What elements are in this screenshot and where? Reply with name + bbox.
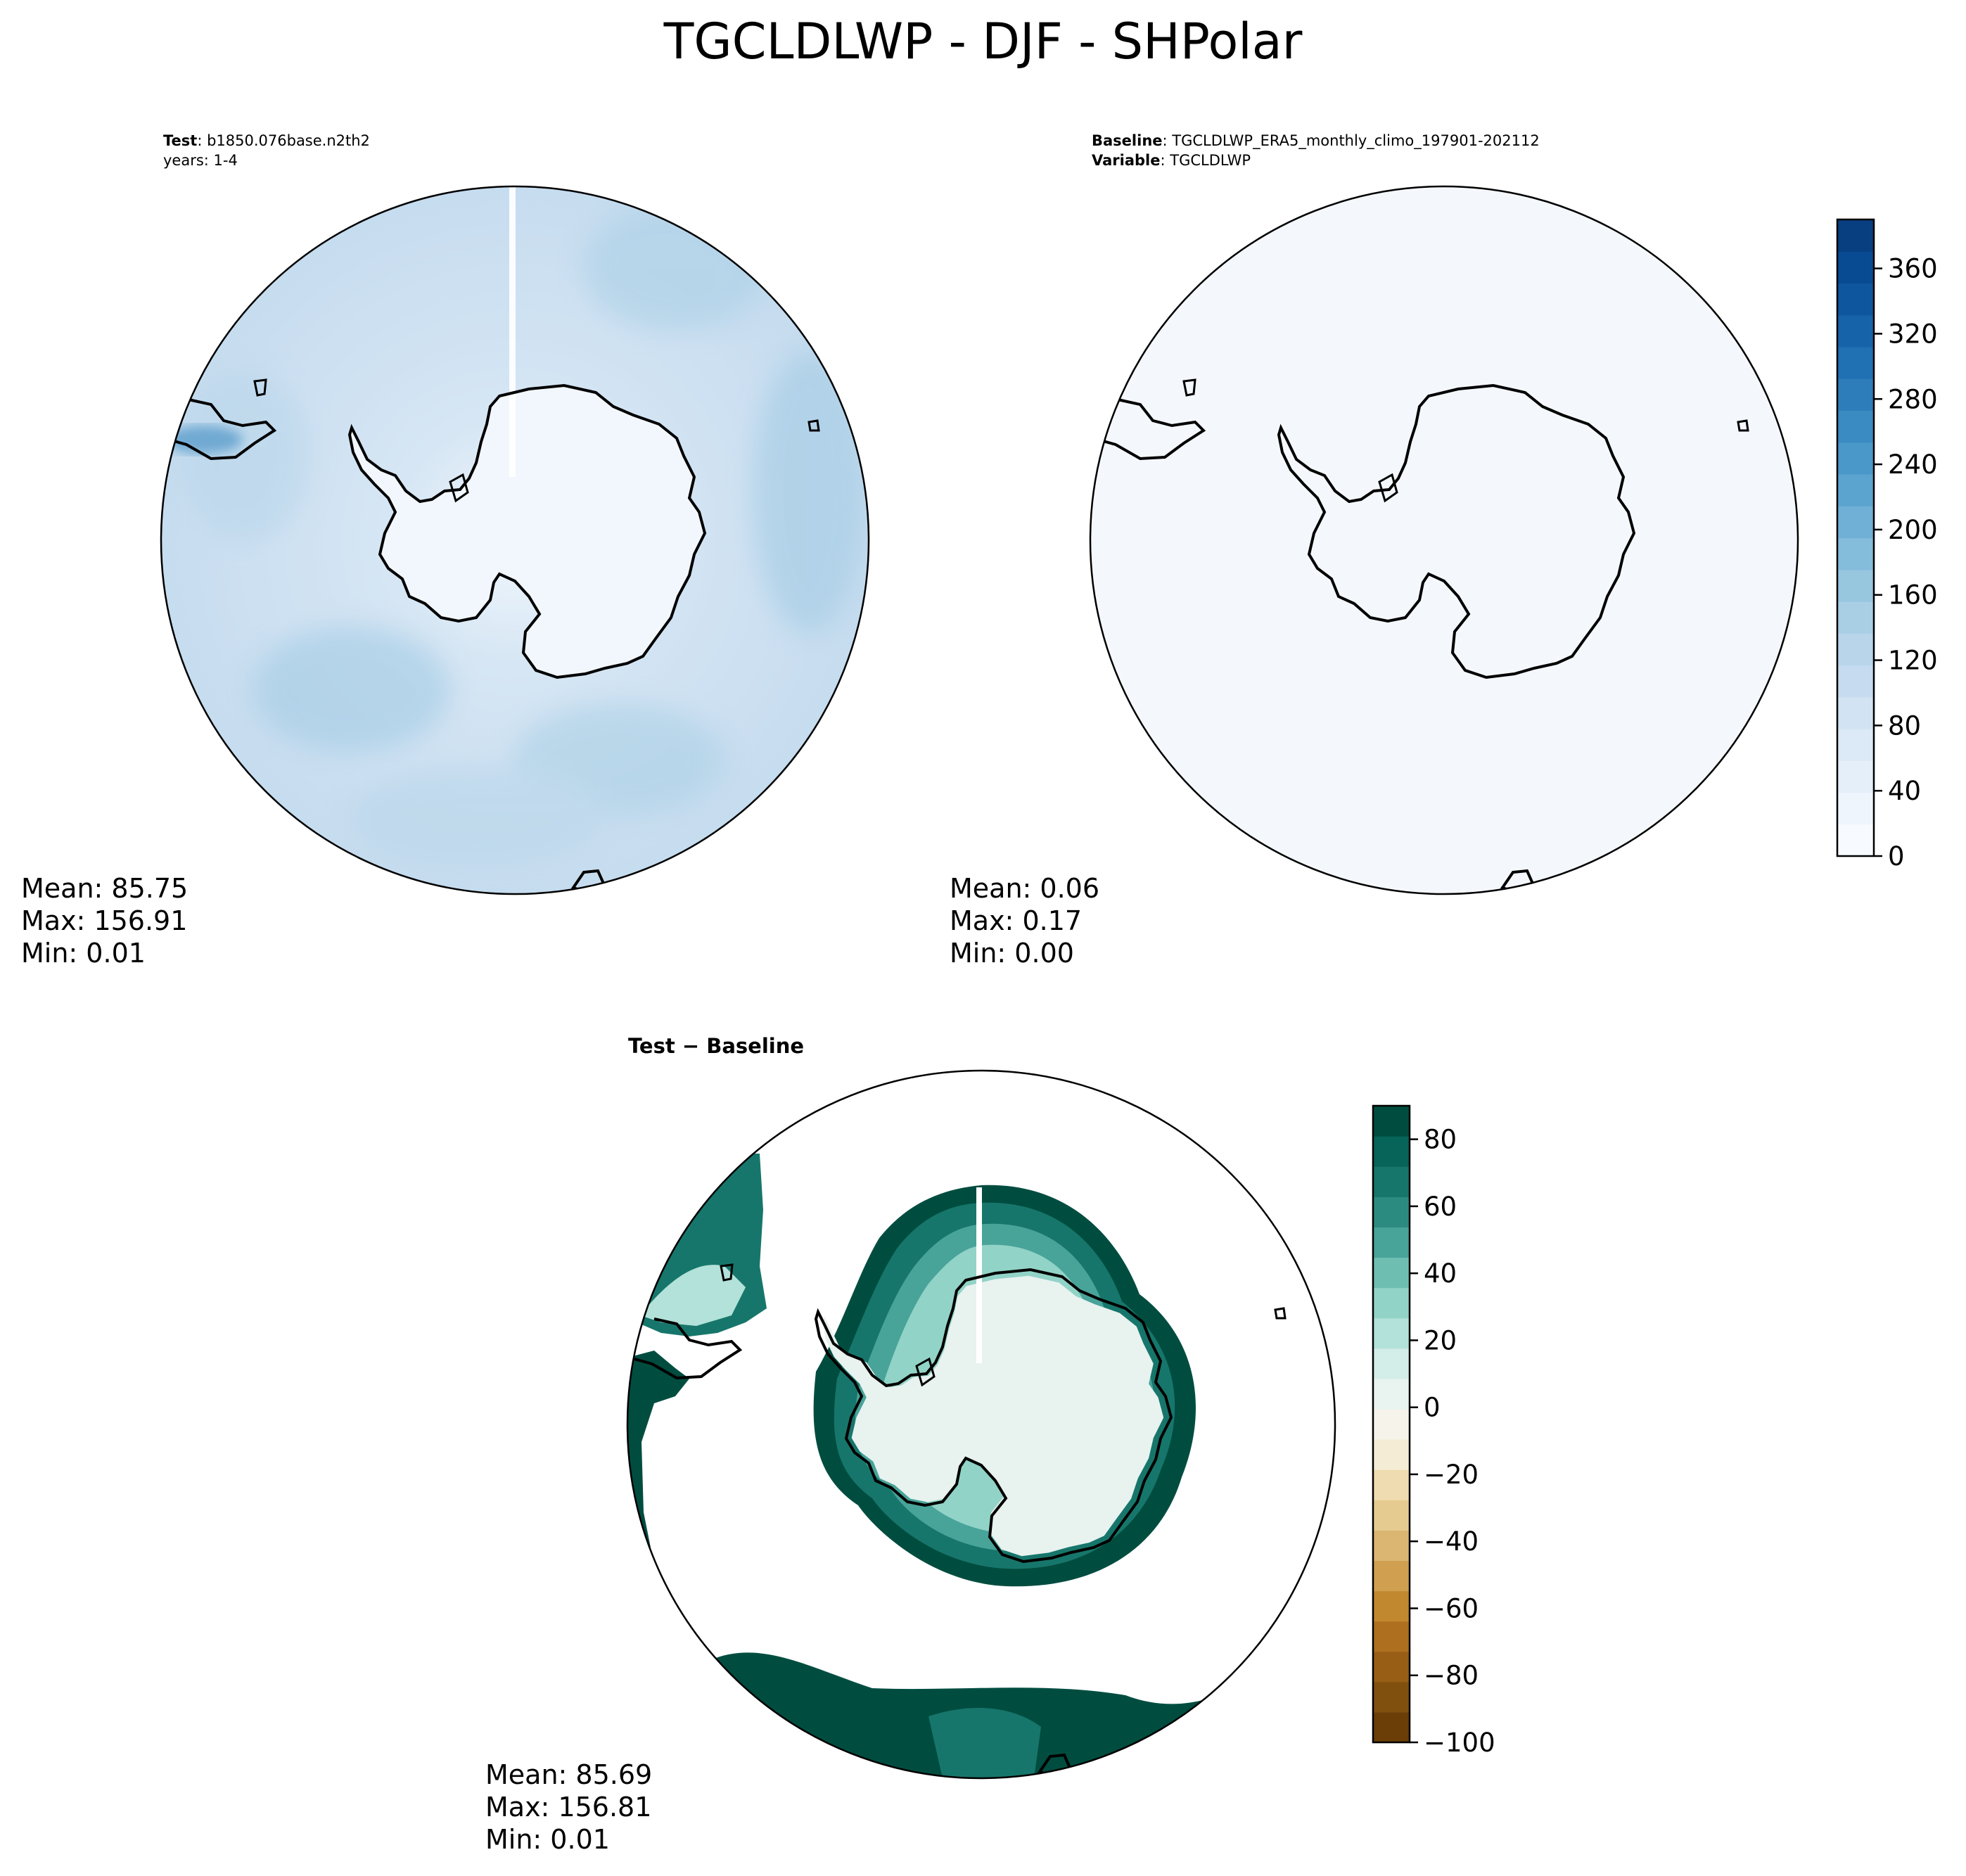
blues-colorbar-segment: [1837, 760, 1874, 793]
test-map-boundary: [160, 185, 870, 895]
brbg-colorbar-tick-label: −100: [1424, 1728, 1495, 1758]
brbg-colorbar-segment: [1373, 1651, 1410, 1683]
blues-colorbar-segment: [1837, 537, 1874, 570]
blues-colorbar-tick-label: 280: [1888, 384, 1938, 414]
blues-colorbar-segment: [1837, 601, 1874, 634]
baseline-max: Max: 0.17: [950, 905, 1083, 936]
brbg-colorbar-segment: [1373, 1197, 1410, 1227]
brbg-colorbar-segment: [1373, 1378, 1410, 1410]
blues-colorbar-tick-label: 40: [1888, 776, 1921, 806]
blues-colorbar-tick-label: 120: [1888, 646, 1938, 676]
brbg-colorbar-segment: [1373, 1530, 1410, 1562]
brbg-colorbar-segment: [1373, 1408, 1410, 1440]
baseline-case-name: : TGCLDLWP_ERA5_monthly_climo_197901-202…: [1162, 132, 1540, 149]
brbg-colorbar-segment: [1373, 1287, 1410, 1319]
brbg-colorbar-segment: [1373, 1439, 1410, 1470]
difference-stats: Mean: 85.69 Max: 156.81 Min: 0.01: [485, 1759, 652, 1856]
test-min: Min: 0.01: [21, 938, 146, 969]
brbg-colorbar-tick-label: −60: [1424, 1593, 1479, 1623]
blues-colorbar-segment: [1837, 251, 1874, 284]
brbg-colorbar-segment: [1373, 1348, 1410, 1379]
blues-colorbar-segment: [1837, 665, 1874, 698]
brbg-colorbar-tick-label: 20: [1424, 1325, 1457, 1355]
brbg-colorbar-segment: [1373, 1106, 1410, 1137]
blues-colorbar-segment: [1837, 824, 1874, 857]
test-mean: Mean: 85.75: [21, 873, 189, 904]
blues-colorbar-segment: [1837, 696, 1874, 729]
blues-colorbar-tick-label: 320: [1888, 319, 1938, 349]
difference-max: Max: 156.81: [485, 1792, 652, 1823]
blues-colorbar-segment: [1837, 442, 1874, 475]
difference-map-boundary: [626, 1069, 1336, 1780]
blues-colorbar-frame: [1836, 218, 1875, 857]
baseline-stats: Mean: 0.06 Max: 0.17 Min: 0.00: [950, 872, 1099, 969]
blues-colorbar-tick-label: 240: [1888, 449, 1938, 480]
brbg-colorbar-segment: [1373, 1227, 1410, 1258]
blues-colorbar-segment: [1837, 729, 1874, 761]
brbg-colorbar-tick-label: −20: [1424, 1460, 1479, 1490]
blues-colorbar-segment: [1837, 219, 1874, 252]
baseline-map: [1089, 185, 1799, 895]
brbg-colorbar-segment: [1373, 1166, 1410, 1197]
difference-title: Test − Baseline: [628, 1034, 805, 1058]
brbg-colorbar-segment: [1373, 1621, 1410, 1652]
brbg-colorbar-tick-label: −40: [1424, 1526, 1479, 1557]
brbg-colorbar-segment: [1373, 1711, 1410, 1743]
test-case-name: : b1850.076base.n2th2: [197, 132, 370, 149]
brbg-colorbar-segment: [1373, 1590, 1410, 1622]
test-stats: Mean: 85.75 Max: 156.91 Min: 0.01: [21, 872, 188, 969]
blues-colorbar-segment: [1837, 506, 1874, 539]
figure-title: TGCLDLWP - DJF - SHPolar: [663, 13, 1303, 70]
baseline-min: Min: 0.00: [950, 938, 1074, 969]
blues-colorbar-tick-label: 80: [1888, 710, 1921, 741]
brbg-colorbar-segment: [1373, 1317, 1410, 1349]
brbg-colorbar-segment: [1373, 1469, 1410, 1500]
difference-min: Min: 0.01: [485, 1824, 610, 1855]
brbg-colorbar-segment: [1373, 1136, 1410, 1167]
difference-mean: Mean: 85.69: [485, 1759, 653, 1790]
blues-colorbar-segment: [1837, 314, 1874, 347]
blues-colorbar-segment: [1837, 410, 1874, 443]
blues-colorbar: 0 40 80 120 160 200 240 280 320 360: [1836, 218, 1938, 872]
blues-colorbar-tick-label: 160: [1888, 580, 1938, 611]
brbg-colorbar-segment: [1373, 1500, 1410, 1531]
blues-colorbar-tick-label: 0: [1888, 841, 1905, 872]
blues-colorbar-segment: [1837, 474, 1874, 506]
test-years: years: 1-4: [163, 152, 238, 169]
variable-name: : TGCLDLWP: [1160, 152, 1251, 169]
blues-colorbar-segment: [1837, 378, 1874, 411]
brbg-colorbar-tick-label: 40: [1424, 1258, 1457, 1289]
brbg-colorbar-frame: [1372, 1104, 1411, 1744]
brbg-colorbar-tick-label: 0: [1424, 1393, 1441, 1423]
brbg-colorbar-segment: [1373, 1257, 1410, 1289]
blues-colorbar-tick-label: 200: [1888, 515, 1938, 545]
brbg-colorbar-segment: [1373, 1560, 1410, 1592]
brbg-colorbar-tick-label: 80: [1424, 1125, 1457, 1155]
blues-colorbar-segment: [1837, 347, 1874, 379]
test-header: Test: b1850.076base.n2th2 years: 1-4: [163, 131, 370, 170]
baseline-map-boundary: [1089, 185, 1799, 895]
blues-colorbar-segment: [1837, 283, 1874, 316]
blues-colorbar-segment: [1837, 569, 1874, 602]
test-max: Max: 156.91: [21, 905, 188, 936]
blues-colorbar-tick-label: 360: [1888, 254, 1938, 284]
blues-colorbar-segment: [1837, 633, 1874, 666]
test-map: [160, 185, 870, 895]
brbg-colorbar-tick-label: 60: [1424, 1192, 1457, 1222]
test-label: Test: [163, 132, 198, 149]
brbg-colorbar: −100 −80 −60 −40 −20 0 20 40 60 80: [1372, 1104, 1495, 1758]
baseline-label: Baseline: [1092, 132, 1163, 149]
baseline-header: Baseline: TGCLDLWP_ERA5_monthly_climo_19…: [1092, 131, 1540, 170]
brbg-colorbar-tick-label: −80: [1424, 1661, 1479, 1691]
baseline-mean: Mean: 0.06: [950, 873, 1100, 904]
blues-colorbar-segment: [1837, 792, 1874, 825]
difference-map: [626, 1069, 1336, 1780]
brbg-colorbar-segment: [1373, 1681, 1410, 1713]
variable-label: Variable: [1092, 152, 1161, 169]
